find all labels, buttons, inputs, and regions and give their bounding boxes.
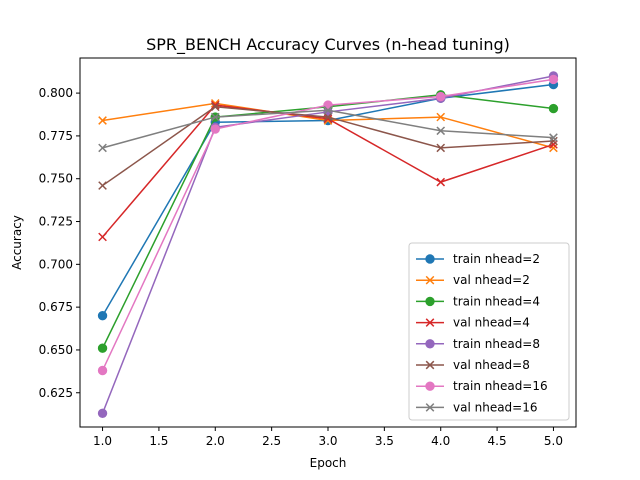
y-tick-label: 0.650 [39,343,73,357]
data-point [548,74,559,85]
legend-item: train nhead=16 [416,379,548,393]
axis-layer: 1.0 1.5 2.0 2.5 3.0 3.5 4.0 4.5 5.0 0.625 0.650 0.6… [39,86,563,448]
legend-item: val nhead=2 [416,273,530,287]
data-point [549,133,558,142]
x-tick-label: 5.0 [544,434,563,448]
data-point [98,143,107,153]
data-point [97,343,108,353]
data-point [436,126,446,136]
data-point [436,112,446,122]
y-tick-label: 0.750 [39,172,73,186]
x-tick-label: 4.0 [431,434,450,448]
data-point [210,112,220,122]
data-point [323,112,333,122]
series-5 [98,102,558,190]
data-point [97,365,108,376]
x-tick-label: 4.5 [488,434,507,448]
legend-item: val nhead=16 [416,400,538,414]
y-axis-label: Accuracy [10,215,24,270]
data-point [436,177,446,187]
legend-item: train nhead=2 [416,252,540,266]
x-axis-label: Epoch [310,456,347,470]
y-tick-label: 0.675 [39,300,73,314]
legend-marker [425,318,435,327]
legend-item: train nhead=4 [416,294,540,308]
series-7 [98,105,558,153]
y-tick-label: 0.725 [39,215,73,229]
legend: train nhead=2 val nhead=2 train nhead=4 val… [408,242,570,421]
legend-label: val nhead=16 [453,400,538,414]
x-tick-label: 2.0 [206,434,225,448]
legend-label: train nhead=8 [453,337,540,351]
y-tick-label: 0.625 [39,386,73,400]
legend-label: val nhead=2 [453,273,530,287]
data-point [436,91,446,102]
legend-label: train nhead=2 [453,252,540,266]
legend-label: val nhead=8 [453,358,530,372]
legend-label: train nhead=16 [453,379,548,393]
legend-label: train nhead=4 [453,294,540,308]
legend-marker [425,275,435,285]
data-point [98,232,107,242]
series-layer [97,71,559,419]
data-point [210,102,220,112]
data-point [97,408,108,419]
legend-item: train nhead=8 [416,337,540,351]
x-tick-label: 1.5 [149,434,168,448]
series-6 [97,74,559,376]
legend-marker [425,360,435,370]
data-point [323,105,333,115]
legend-marker [425,381,435,391]
legend-item: val nhead=4 [416,316,530,330]
y-tick-label: 0.700 [39,257,73,271]
data-point [436,143,446,153]
x-tick-label: 3.0 [318,434,337,448]
data-point [97,311,108,321]
x-tick-label: 2.5 [262,434,281,448]
legend-label: val nhead=4 [453,316,530,330]
x-tick-label: 3.5 [375,434,394,448]
data-point [548,103,559,114]
legend-marker [425,403,435,412]
legend-marker [425,254,435,264]
data-point [98,181,107,190]
data-point [210,124,220,134]
legend-marker [425,339,435,349]
x-tick-label: 1.0 [93,434,112,448]
data-point [98,116,107,125]
legend-marker [425,296,435,307]
chart-title: SPR_BENCH Accuracy Curves (n-head tuning… [146,35,510,55]
y-tick-label: 0.775 [39,129,73,143]
data-point [549,136,558,146]
legend-box [408,242,570,421]
series-1 [98,99,558,153]
y-tick-label: 0.800 [39,86,73,100]
legend-item: val nhead=8 [416,358,530,372]
